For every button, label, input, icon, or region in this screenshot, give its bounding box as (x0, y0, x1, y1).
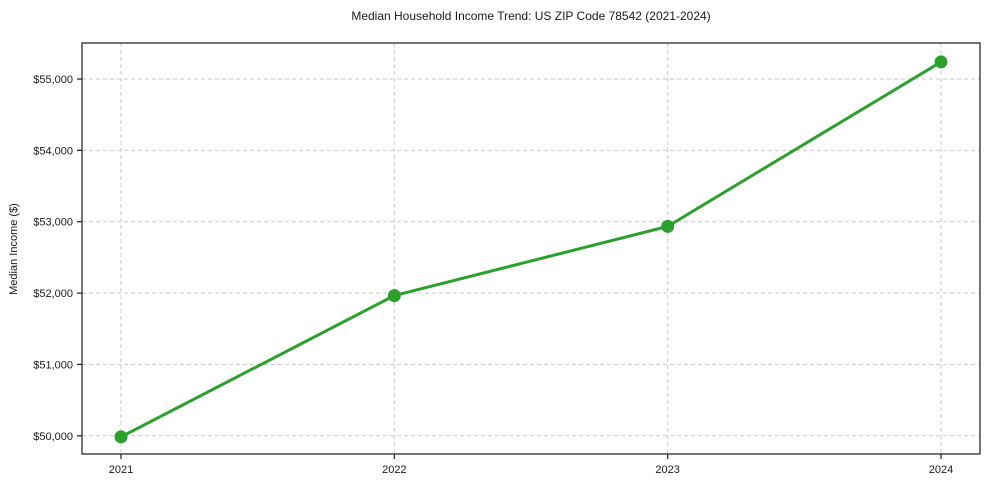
data-point-2024 (934, 55, 948, 69)
y-tick-label: $52,000 (33, 288, 73, 300)
x-tick-label: 2023 (655, 464, 679, 476)
x-tick-label: 2022 (382, 464, 406, 476)
y-tick-label: $53,000 (33, 217, 73, 229)
y-tick-label: $55,000 (33, 74, 73, 86)
y-tick-label: $51,000 (33, 359, 73, 371)
data-point-2022 (387, 289, 401, 303)
x-tick-label: 2021 (109, 464, 133, 476)
y-axis-label: Median Income ($) (8, 203, 20, 295)
plot-frame (81, 42, 981, 455)
y-tick-label: $54,000 (33, 145, 73, 157)
y-tick-label: $50,000 (33, 431, 73, 443)
chart-title: Median Household Income Trend: US ZIP Co… (351, 9, 711, 23)
x-tick-label: 2024 (929, 464, 953, 476)
data-point-2021 (114, 430, 128, 444)
trend-line (119, 60, 943, 439)
data-point-2023 (661, 219, 675, 233)
